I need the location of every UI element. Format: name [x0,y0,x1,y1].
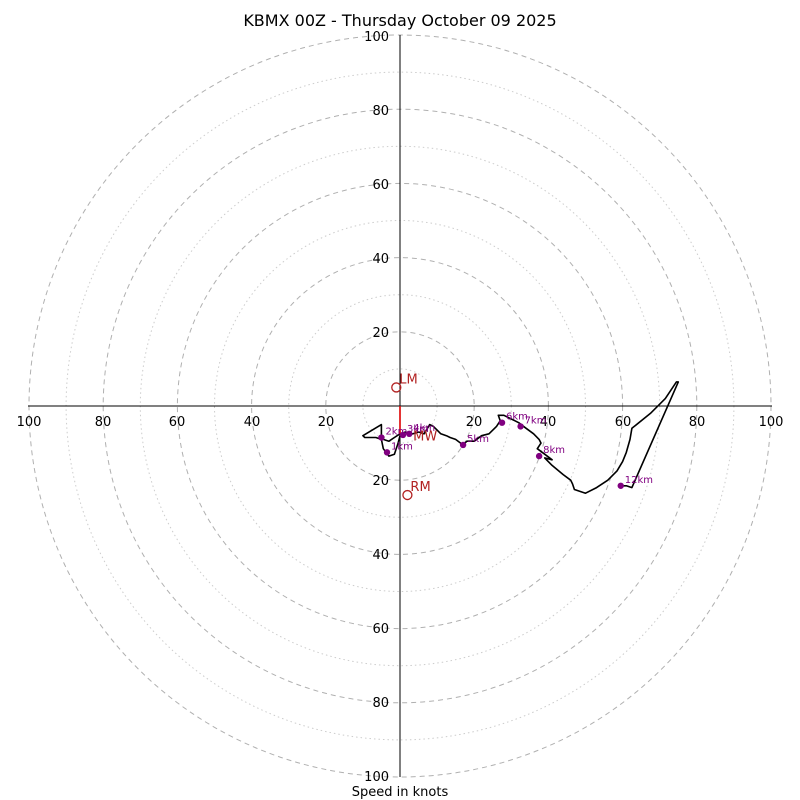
height-marker [617,482,624,489]
tick-label-right-80: 80 [689,415,706,430]
tick-labels: 20 40 60 80 100 20 40 60 80 100 20 40 60… [17,30,784,785]
tick-label-left-100: 100 [17,415,42,430]
height-label: 8km [543,445,565,456]
height-label: 6km [506,412,528,423]
tick-label-up-100: 100 [364,30,389,45]
storm-motion-label: LM [399,372,417,387]
height-label: 12km [625,475,653,486]
tick-label-left-60: 60 [169,415,186,430]
tick-label-left-80: 80 [95,415,112,430]
storm-motion-marker [402,489,413,501]
x-axis-label: Speed in knots [352,785,449,800]
tick-label-down-60: 60 [372,622,389,637]
height-label: 3km [407,424,429,435]
storm-motion-label: RM [410,480,430,495]
tick-label-left-20: 20 [318,415,335,430]
height-label: 2km [385,427,407,438]
height-marker [517,423,524,430]
tick-label-right-40: 40 [540,415,557,430]
height-marker [406,430,413,438]
height-marker [498,419,506,426]
tick-label-up-40: 40 [372,252,389,267]
tick-label-down-40: 40 [372,548,389,563]
tick-label-up-60: 60 [372,178,389,193]
chart-title: KBMX 00Z - Thursday October 09 2025 [243,11,556,30]
height-marker [378,434,385,441]
height-marker [399,431,407,439]
height-label: 5km [467,434,489,445]
height-label: 1km [391,441,413,452]
height-marker [383,449,391,456]
tick-label-down-20: 20 [372,474,389,489]
tick-label-up-80: 80 [372,104,389,119]
mean-wind-label: MW [413,430,437,445]
storm-motion-marker [391,382,402,393]
tick-label-left-40: 40 [244,415,261,430]
tick-label-down-80: 80 [372,696,389,711]
height-label: 7km [525,415,547,426]
tick-label-right-100: 100 [759,415,784,430]
height-label: 4km [413,423,435,434]
height-marker [459,441,467,449]
tick-label-right-60: 60 [615,415,632,430]
tick-label-up-20: 20 [372,326,389,341]
tick-label-right-20: 20 [466,415,483,430]
tick-label-down-100: 100 [364,770,389,785]
height-marker [535,452,543,460]
